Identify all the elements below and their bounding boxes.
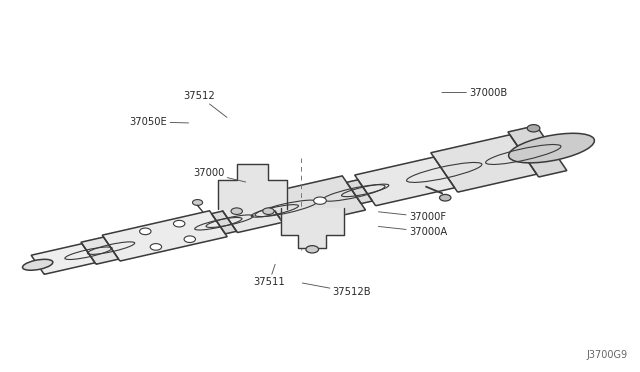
Circle shape <box>314 197 326 204</box>
Text: 37512: 37512 <box>184 91 227 117</box>
Circle shape <box>263 208 274 215</box>
Text: 37000F: 37000F <box>378 212 446 222</box>
Text: 37050E: 37050E <box>130 117 189 127</box>
Ellipse shape <box>22 259 53 270</box>
Circle shape <box>184 236 195 243</box>
Polygon shape <box>268 198 293 221</box>
Text: 37000A: 37000A <box>378 227 447 237</box>
Circle shape <box>527 125 540 132</box>
Polygon shape <box>222 199 283 232</box>
Circle shape <box>440 195 451 201</box>
Text: 37512B: 37512B <box>302 283 371 297</box>
Polygon shape <box>81 237 118 264</box>
Polygon shape <box>218 164 287 209</box>
Polygon shape <box>431 135 537 192</box>
Ellipse shape <box>509 133 595 163</box>
Circle shape <box>150 244 162 250</box>
Circle shape <box>140 228 151 235</box>
Polygon shape <box>355 157 454 206</box>
Circle shape <box>231 208 243 215</box>
Text: 37000B: 37000B <box>442 87 508 97</box>
Text: 37000: 37000 <box>193 168 246 182</box>
Circle shape <box>306 246 319 253</box>
Polygon shape <box>211 211 237 234</box>
Polygon shape <box>508 126 567 177</box>
Circle shape <box>193 199 203 205</box>
Polygon shape <box>102 211 227 261</box>
Text: 37511: 37511 <box>253 264 285 287</box>
Polygon shape <box>347 180 372 203</box>
Polygon shape <box>275 176 365 225</box>
Circle shape <box>173 220 185 227</box>
Polygon shape <box>280 208 344 248</box>
Text: J3700G9: J3700G9 <box>587 350 628 360</box>
Polygon shape <box>31 244 95 274</box>
